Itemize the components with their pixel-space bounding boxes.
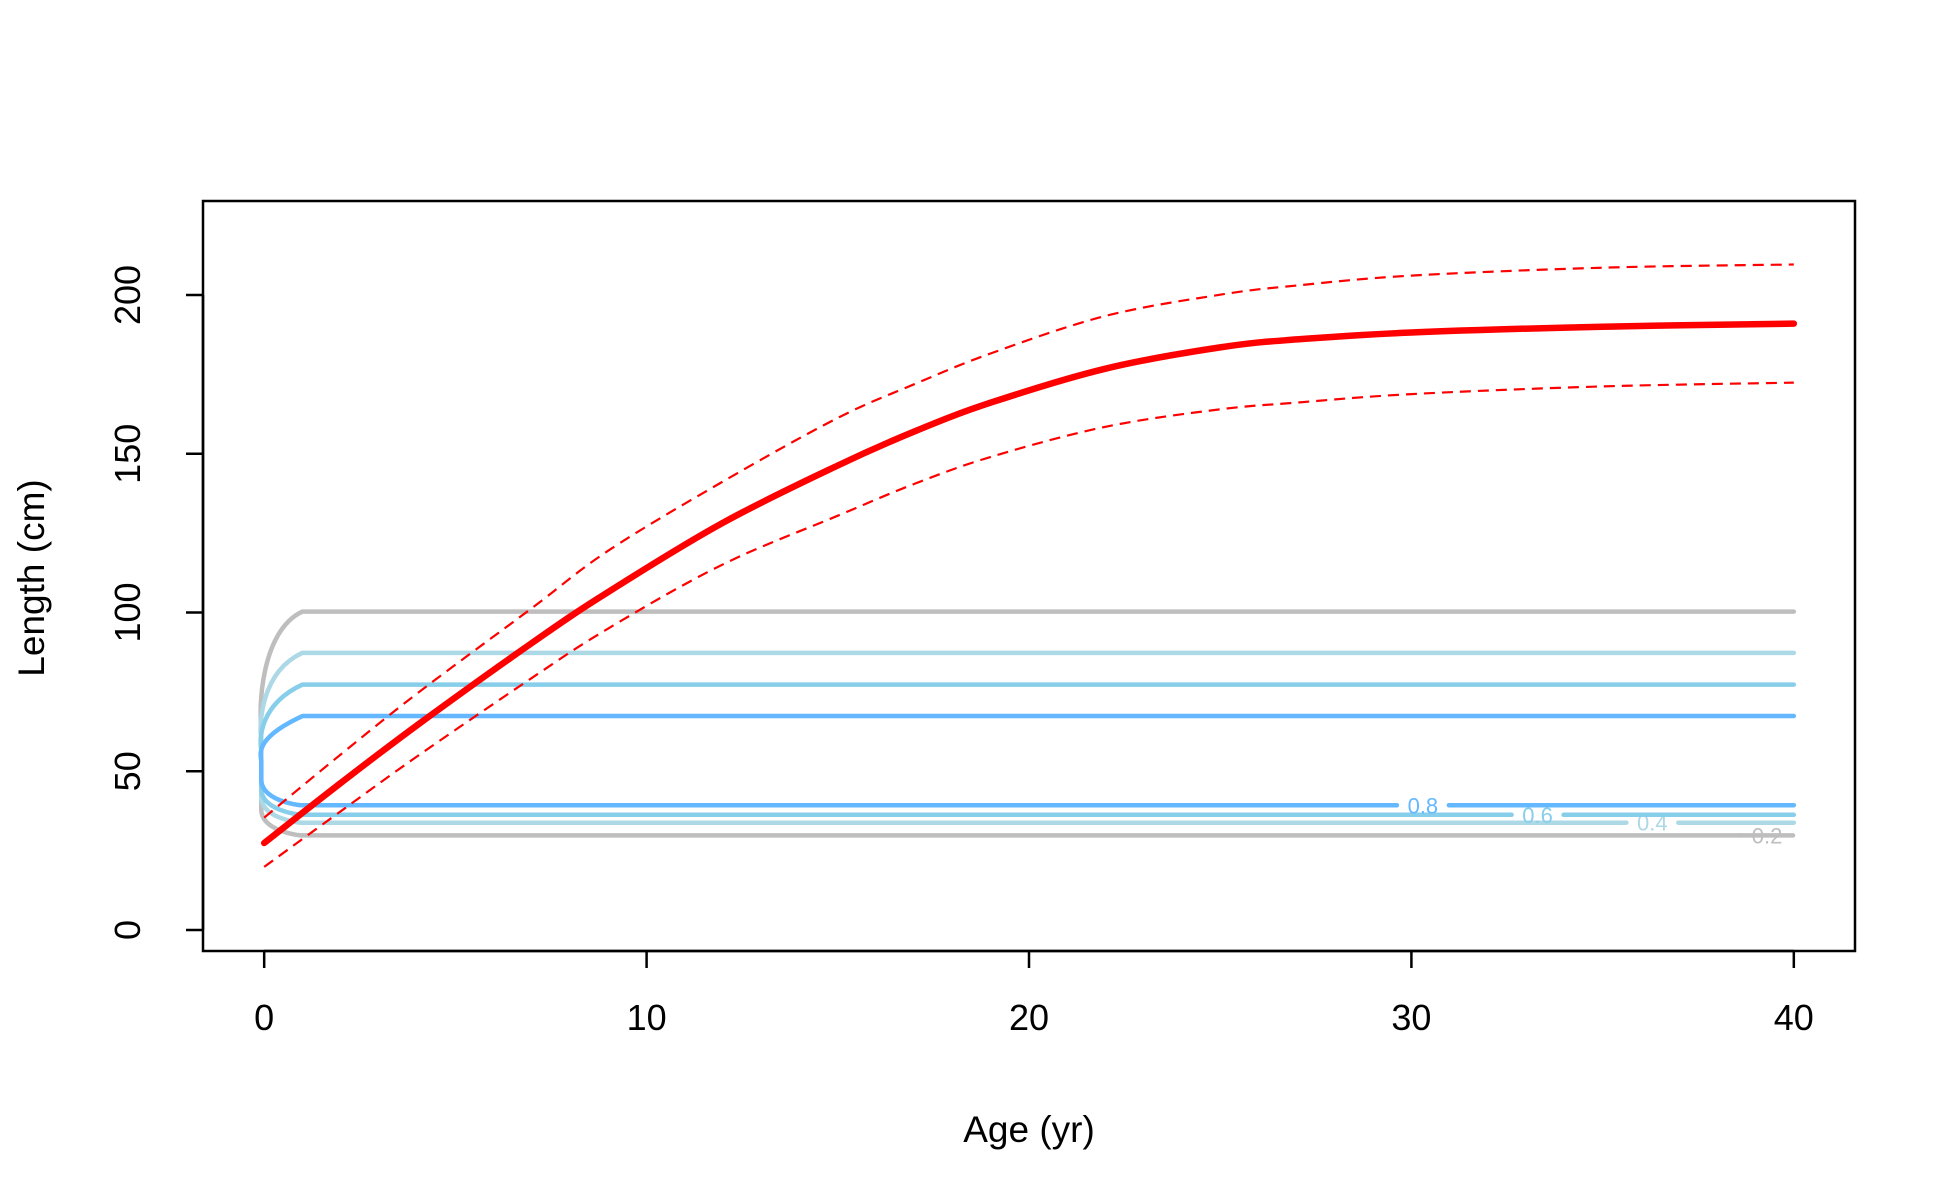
x-tick-label: 10 bbox=[627, 997, 667, 1038]
contour-0-8-label: 0.8 bbox=[1408, 793, 1439, 818]
growth-curve-line bbox=[260, 320, 1798, 847]
x-axis: 0 10 20 30 40 bbox=[254, 949, 1814, 1038]
plot-frame bbox=[201, 199, 1857, 953]
y-tick-label: 200 bbox=[107, 265, 148, 325]
y-tick-label: 0 bbox=[107, 920, 148, 940]
contour-0-4-loop bbox=[258, 650, 1797, 825]
growth-curve bbox=[260, 320, 1798, 847]
contour-0-6-loop bbox=[258, 682, 1797, 818]
x-axis-title: Age (yr) bbox=[963, 1109, 1095, 1150]
contour-0-8-loop bbox=[258, 713, 1797, 808]
x-tick-label: 30 bbox=[1391, 997, 1431, 1038]
lower-bound-line bbox=[263, 381, 1794, 868]
x-tick-label: 20 bbox=[1009, 997, 1049, 1038]
confidence-bounds bbox=[263, 263, 1794, 868]
x-tick-label: 40 bbox=[1774, 997, 1814, 1038]
y-axis-title: Length (cm) bbox=[11, 479, 52, 676]
y-tick-label: 100 bbox=[107, 582, 148, 642]
contour-lines: 0.20.40.60.8 bbox=[258, 609, 1797, 848]
contour-0-2-loop bbox=[258, 609, 1797, 838]
upper-bound-line bbox=[263, 263, 1794, 819]
y-tick-label: 150 bbox=[107, 424, 148, 484]
x-tick-label: 0 bbox=[254, 997, 274, 1038]
y-axis: 0 50 100 150 200 bbox=[107, 265, 205, 940]
y-tick-label: 50 bbox=[107, 751, 148, 791]
contour-0-2-label: 0.2 bbox=[1752, 823, 1783, 848]
